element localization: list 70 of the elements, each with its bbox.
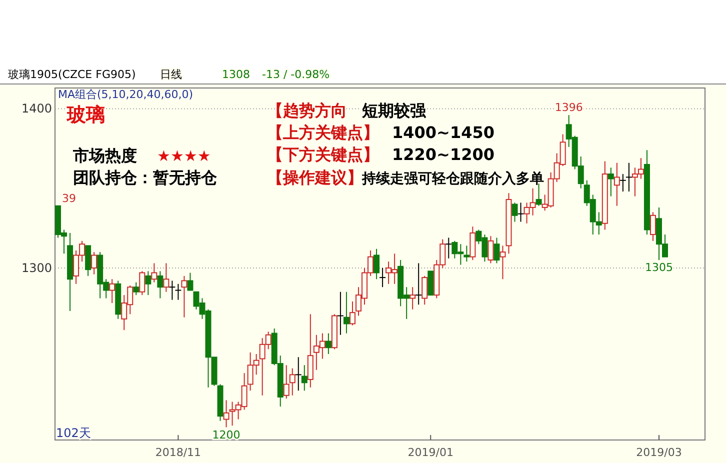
candlestick (343, 291, 350, 334)
candlestick (133, 282, 140, 296)
candlestick (187, 272, 194, 291)
candlestick (445, 237, 452, 259)
candlestick (470, 226, 476, 261)
annotation: 39 (62, 192, 76, 205)
candlestick (619, 174, 626, 192)
candlestick (307, 314, 314, 388)
annotation: 【操作建议】 (267, 168, 363, 187)
annotation: 1400~1450 (392, 123, 494, 142)
candlestick (91, 252, 98, 275)
annotation: 团队持仓：暂无持仓 (73, 168, 218, 187)
candlestick (289, 368, 296, 396)
candlestick (139, 270, 146, 296)
annotation: 1305 (644, 261, 673, 274)
candlestick (415, 262, 422, 306)
text: 日线 (160, 68, 182, 81)
annotation: 1220~1200 (392, 145, 494, 164)
candlestick (422, 275, 428, 306)
candlestick (464, 245, 470, 262)
candlestick (301, 364, 308, 392)
candlestick (517, 202, 524, 222)
candlestick (614, 162, 620, 206)
annotation: 1396 (554, 101, 583, 114)
candlestick (536, 183, 542, 206)
candlestick (168, 280, 176, 300)
candlestick (174, 283, 182, 300)
candlestick (500, 245, 506, 280)
candlestick (336, 291, 344, 336)
candlestick (349, 300, 356, 326)
annotation: 102天 (56, 426, 91, 440)
candlestick (512, 202, 518, 222)
candlestick (494, 237, 500, 264)
annotation: 玻璃 (66, 104, 105, 126)
annotation: 1200 (212, 428, 240, 442)
candlestick (223, 400, 230, 428)
x-tick-label: 2019/01 (408, 446, 454, 459)
annotation: 【上方关键点】 (267, 123, 379, 142)
candlestick (145, 270, 152, 296)
annotation: 短期较强 (361, 101, 427, 120)
chart-subtitle: MA组合(5,10,20,40,60,0) (58, 88, 194, 101)
x-tick-label: 2018/11 (155, 446, 202, 459)
candlestick (374, 248, 380, 280)
text: -13 / -0.98% (262, 68, 330, 81)
candlestick (157, 270, 164, 299)
y-tick-label: 1400 (21, 102, 52, 116)
candlestick (181, 275, 188, 318)
candlestick (109, 278, 116, 304)
candlestick (625, 162, 632, 192)
candlestick (608, 167, 614, 197)
candlestick (294, 356, 302, 392)
candlestick (488, 236, 494, 264)
candlestick (325, 332, 332, 354)
text: 1308 (222, 68, 250, 81)
chart-title: 玻璃1905(CZCE FG905) (8, 68, 136, 81)
candlestick (379, 267, 386, 288)
candlestick (410, 286, 416, 310)
candlestick (428, 270, 434, 296)
candlestick (85, 245, 92, 276)
y-tick-label: 1300 (21, 260, 52, 275)
candlestick (163, 262, 170, 292)
annotation: 市场热度 (72, 146, 137, 165)
annotation: 持续走强可轻仓跟随介入多单 (361, 171, 544, 187)
annotation: 【下方关键点】 (267, 145, 379, 164)
annotation: ★★★★ (157, 147, 211, 165)
candlestick (283, 364, 290, 400)
x-tick-label: 2019/03 (636, 446, 682, 459)
candlestick (650, 212, 656, 242)
candlestick (151, 262, 158, 283)
annotation: 【趋势方向 (267, 101, 347, 120)
